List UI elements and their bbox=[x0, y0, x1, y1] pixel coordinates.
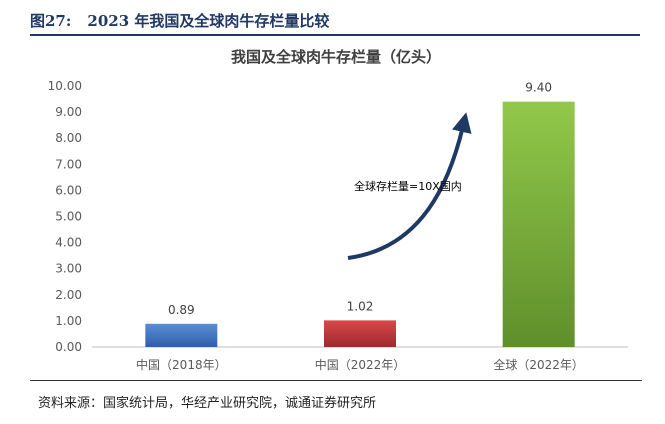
bars: 0.89 中国（2018年） 1.02 中国（2022年） 9.40 全球（2022年） bbox=[136, 81, 584, 372]
source-note: 资料来源：国家统计局，华经产业研究院，诚通证券研究所 bbox=[38, 396, 377, 411]
figure-title: 图27: 2023 年我国及全球肉牛存栏量比较 bbox=[30, 10, 345, 31]
chart-area: 我国及全球肉牛存栏量（亿头） 0.00 1.00 2.00 3.00 4.00 5.00 6… bbox=[30, 38, 642, 381]
annotation: 全球存栏量=10X国内 bbox=[347, 112, 472, 260]
y-tick-label: 8.00 bbox=[55, 131, 82, 145]
y-tick-label: 6.00 bbox=[55, 183, 82, 197]
x-tick-label: 中国（2022年） bbox=[315, 357, 406, 372]
bar-chart: 我国及全球肉牛存栏量（亿头） 0.00 1.00 2.00 3.00 4.00 5.00 6… bbox=[48, 48, 628, 372]
x-tick-label: 中国（2018年） bbox=[136, 357, 227, 372]
y-tick-label: 10.00 bbox=[48, 79, 82, 93]
y-tick-label: 9.00 bbox=[55, 105, 82, 119]
y-axis: 0.00 1.00 2.00 3.00 4.00 5.00 6.00 7.00 8.00 9.00… bbox=[48, 79, 82, 354]
y-tick-label: 7.00 bbox=[55, 157, 82, 171]
data-label: 0.89 bbox=[168, 303, 195, 317]
bar bbox=[324, 320, 396, 347]
y-tick-label: 0.00 bbox=[55, 340, 82, 354]
annotation-text: 全球存栏量=10X国内 bbox=[354, 179, 462, 193]
bar bbox=[502, 101, 575, 347]
data-label: 9.40 bbox=[525, 81, 552, 95]
annotation-arrow bbox=[347, 112, 472, 260]
y-tick-label: 2.00 bbox=[55, 288, 82, 302]
y-tick-label: 1.00 bbox=[55, 314, 82, 328]
y-tick-label: 5.00 bbox=[55, 210, 82, 224]
chart-title: 我国及全球肉牛存栏量（亿头） bbox=[231, 48, 441, 66]
data-label: 1.02 bbox=[347, 299, 374, 313]
bar bbox=[145, 323, 218, 347]
y-tick-label: 4.00 bbox=[55, 236, 82, 250]
figure-number: 图27: bbox=[30, 12, 72, 30]
y-tick-label: 3.00 bbox=[55, 262, 82, 276]
x-tick-label: 全球（2022年） bbox=[493, 357, 584, 372]
figure-header: 图27: 2023 年我国及全球肉牛存栏量比较 bbox=[30, 8, 640, 36]
figure-title-text: 2023 年我国及全球肉牛存栏量比较 bbox=[87, 12, 330, 30]
